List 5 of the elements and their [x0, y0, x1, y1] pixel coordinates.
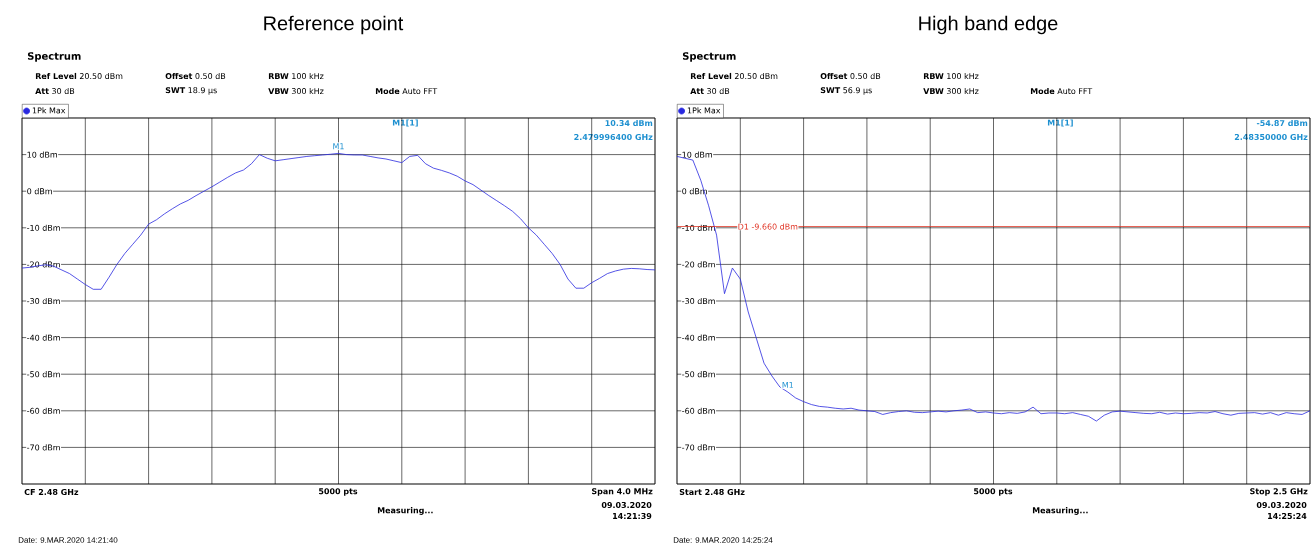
line-series [677, 156, 1311, 422]
text: Spectrum [682, 52, 736, 62]
chart-title: High band edge [919, 15, 1058, 35]
chart-title: Reference point [264, 15, 404, 35]
text: Spectrum [27, 52, 81, 62]
